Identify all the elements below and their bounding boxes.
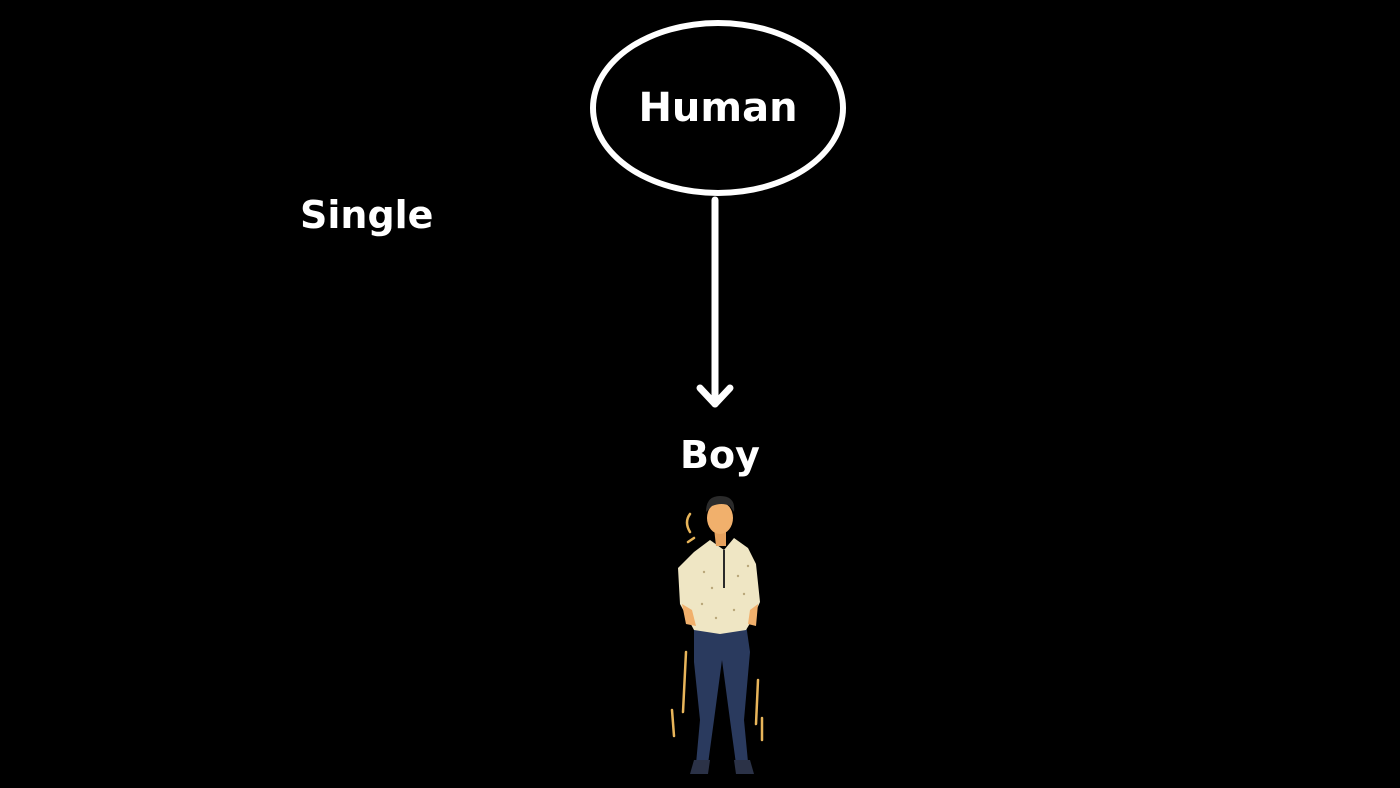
pants bbox=[694, 624, 750, 764]
motion-lines bbox=[670, 512, 764, 742]
boy-label: Boy bbox=[680, 433, 760, 477]
head bbox=[707, 502, 733, 534]
shirt bbox=[678, 538, 760, 634]
shoes bbox=[690, 760, 754, 774]
hands bbox=[682, 604, 758, 626]
single-label: Single bbox=[300, 193, 434, 237]
human-node: Human bbox=[590, 20, 846, 196]
hair bbox=[706, 496, 735, 512]
human-label: Human bbox=[638, 85, 798, 131]
down-arrow-icon bbox=[696, 196, 734, 408]
person-icon bbox=[670, 496, 764, 774]
